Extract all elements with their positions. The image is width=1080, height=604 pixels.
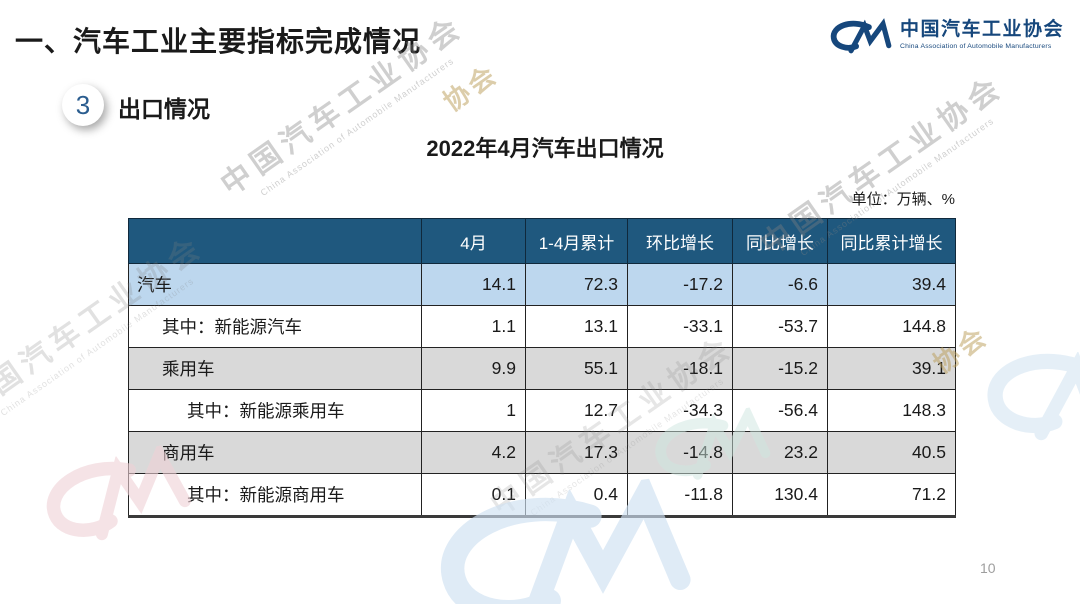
column-header: 4月 — [421, 218, 526, 264]
cell-value: 9.9 — [421, 347, 526, 390]
cell-value: 23.2 — [732, 431, 828, 474]
column-header: 环比增长 — [627, 218, 733, 264]
page-number: 10 — [980, 560, 996, 576]
cell-value: 144.8 — [827, 305, 956, 348]
cell-value: 1 — [421, 389, 526, 432]
cell-value: 71.2 — [827, 473, 956, 517]
cell-value: 12.7 — [525, 389, 628, 432]
row-label: 其中：新能源汽车 — [128, 305, 422, 348]
caam-monogram-icon — [830, 18, 892, 54]
cell-value: -14.8 — [627, 431, 733, 474]
watermark-cm-glyph — [987, 352, 1080, 441]
cell-value: 14.1 — [421, 263, 526, 306]
column-header: 同比累计增长 — [827, 218, 956, 264]
cell-value: 72.3 — [525, 263, 628, 306]
cell-value: 39.4 — [827, 263, 956, 306]
row-label: 商用车 — [128, 431, 422, 474]
cell-value: 40.5 — [827, 431, 956, 474]
column-header: 1-4月累计 — [525, 218, 628, 264]
export-table-container: 4月 1-4月累计 环比增长 同比增长 同比累计增长 汽车 14.1 72.3 -17.2 -6… — [128, 218, 956, 518]
page-title: 一、汽车工业主要指标完成情况 — [15, 26, 422, 57]
cell-value: -18.1 — [627, 347, 733, 390]
caam-logo-text: 中国汽车工业协会 China Association of Automobile… — [900, 16, 1064, 50]
export-table: 4月 1-4月累计 环比增长 同比增长 同比累计增长 汽车 14.1 72.3 -17.2 -6… — [128, 218, 956, 518]
cell-value: -56.4 — [732, 389, 828, 432]
cell-value: 4.2 — [421, 431, 526, 474]
cell-value: 1.1 — [421, 305, 526, 348]
column-header — [128, 218, 422, 264]
table-row: 乘用车 9.9 55.1 -18.1 -15.2 39.1 — [128, 347, 956, 390]
table-row: 其中：新能源汽车 1.1 13.1 -33.1 -53.7 144.8 — [128, 305, 956, 348]
table-row: 汽车 14.1 72.3 -17.2 -6.6 39.4 — [128, 263, 956, 306]
cell-value: -15.2 — [732, 347, 828, 390]
caam-logo-name-en: China Association of Automobile Manufact… — [899, 42, 1052, 50]
table-row: 其中：新能源乘用车 1 12.7 -34.3 -56.4 148.3 — [128, 389, 956, 432]
unit-note: 单位：万辆、% — [851, 191, 955, 208]
cell-value: 55.1 — [525, 347, 628, 390]
section-number-badge: 3 — [62, 84, 104, 126]
cell-value: 0.4 — [525, 473, 628, 517]
cell-value: -53.7 — [732, 305, 828, 348]
cell-value: -6.6 — [732, 263, 828, 306]
cell-value: -33.1 — [627, 305, 733, 348]
row-label: 乘用车 — [128, 347, 422, 390]
cell-value: 39.1 — [827, 347, 956, 390]
column-header: 同比增长 — [732, 218, 828, 264]
watermark-text-en: China Association of Automobile Manufact… — [258, 55, 456, 198]
caam-logo: 中国汽车工业协会 China Association of Automobile… — [828, 16, 1064, 60]
cell-value: 0.1 — [421, 473, 526, 517]
header-row: 4月 1-4月累计 环比增长 同比增长 同比累计增长 — [128, 218, 956, 264]
cell-value: 17.3 — [525, 431, 628, 474]
row-label: 汽车 — [128, 263, 422, 306]
cell-value: -11.8 — [627, 473, 733, 517]
cell-value: 148.3 — [827, 389, 956, 432]
table-row: 商用车 4.2 17.3 -14.8 23.2 40.5 — [128, 431, 956, 474]
watermark-accent: 协会 — [437, 58, 505, 118]
row-label: 其中：新能源商用车 — [128, 473, 422, 517]
row-label: 其中：新能源乘用车 — [128, 389, 422, 432]
cell-value: -34.3 — [627, 389, 733, 432]
section-label: 出口情况 — [118, 96, 210, 122]
caam-logo-name-cn: 中国汽车工业协会 — [899, 19, 1064, 40]
cell-value: 130.4 — [732, 473, 828, 517]
cell-value: -17.2 — [627, 263, 733, 306]
table-row: 其中：新能源商用车 0.1 0.4 -11.8 130.4 71.2 — [128, 473, 956, 517]
table-title: 2022年4月汽车出口情况 — [426, 136, 664, 161]
cell-value: 13.1 — [525, 305, 628, 348]
